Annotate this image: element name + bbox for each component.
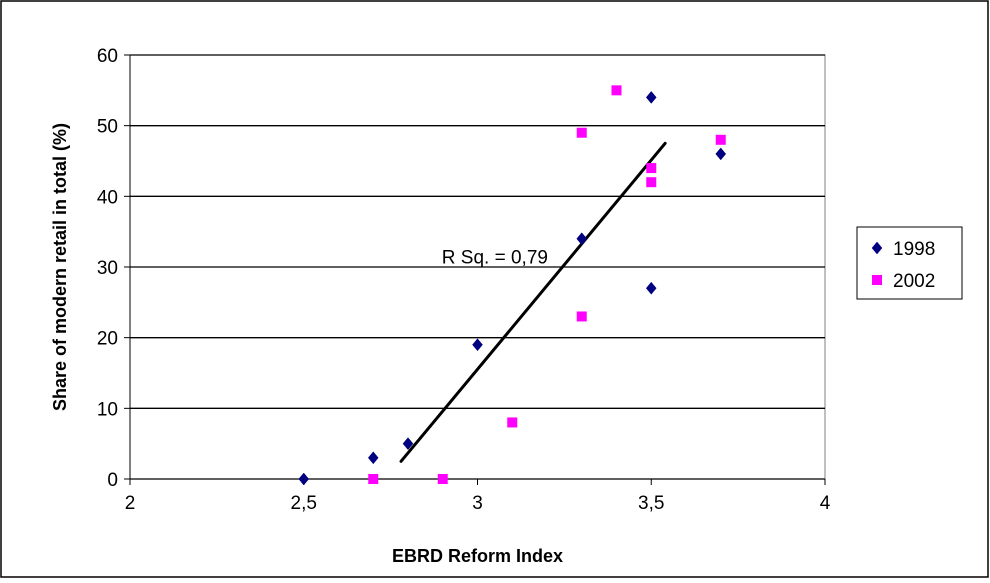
legend-marker-1998 — [871, 241, 883, 255]
legend-box — [856, 226, 963, 300]
y-tick-label: 20 — [97, 329, 118, 350]
data-point-1998 — [367, 451, 379, 465]
data-point-2002 — [507, 417, 518, 428]
labels: 0 10 20 30 40 50 60 2 2,5 3 3,5 4 R Sq. = 0,79 EBRD R… — [50, 46, 831, 566]
legend-label-2002: 2002 — [893, 271, 935, 292]
data-point-2002 — [646, 163, 657, 174]
data-point-1998 — [715, 147, 727, 161]
y-tick-label: 30 — [97, 258, 118, 279]
data-point-1998 — [645, 281, 657, 295]
y-tick-label: 60 — [97, 46, 118, 67]
y-tick-label: 50 — [97, 117, 118, 138]
trendline-layer — [399, 141, 667, 463]
x-tick-label: 2,5 — [291, 493, 317, 514]
data-point-2002 — [611, 85, 622, 96]
legend-label-1998: 1998 — [893, 239, 935, 260]
r-squared-annotation: R Sq. = 0,79 — [442, 247, 548, 268]
gridlines — [130, 54, 825, 409]
x-tick-label: 4 — [820, 493, 831, 514]
data-point-2002 — [646, 177, 657, 188]
data-point-1998 — [298, 472, 310, 486]
y-tick-label: 10 — [97, 399, 118, 420]
y-axis-title: Share of modern retail in total (%) — [50, 123, 70, 411]
data-point-2002 — [368, 474, 379, 484]
data-point-2002 — [715, 134, 726, 145]
x-tick-label: 3 — [472, 493, 483, 514]
y-tick-label: 0 — [107, 470, 118, 491]
trendline — [399, 141, 667, 463]
data-point-1998 — [645, 91, 657, 104]
data-point-2002 — [576, 311, 587, 322]
data-point-2002 — [437, 474, 448, 484]
y-tick-label: 40 — [97, 187, 118, 208]
data-point-1998 — [472, 338, 483, 352]
x-axis-title: EBRD Reform Index — [392, 546, 563, 566]
data-point-1998 — [576, 232, 588, 246]
axes — [124, 54, 826, 485]
data-point-1998 — [402, 437, 414, 451]
x-tick-label: 3,5 — [638, 493, 664, 514]
legend-marker-2002 — [872, 275, 882, 285]
legend: 1998 2002 — [856, 226, 963, 300]
data-point-2002 — [576, 127, 587, 138]
x-tick-label: 2 — [125, 493, 136, 514]
data-points — [298, 85, 727, 486]
